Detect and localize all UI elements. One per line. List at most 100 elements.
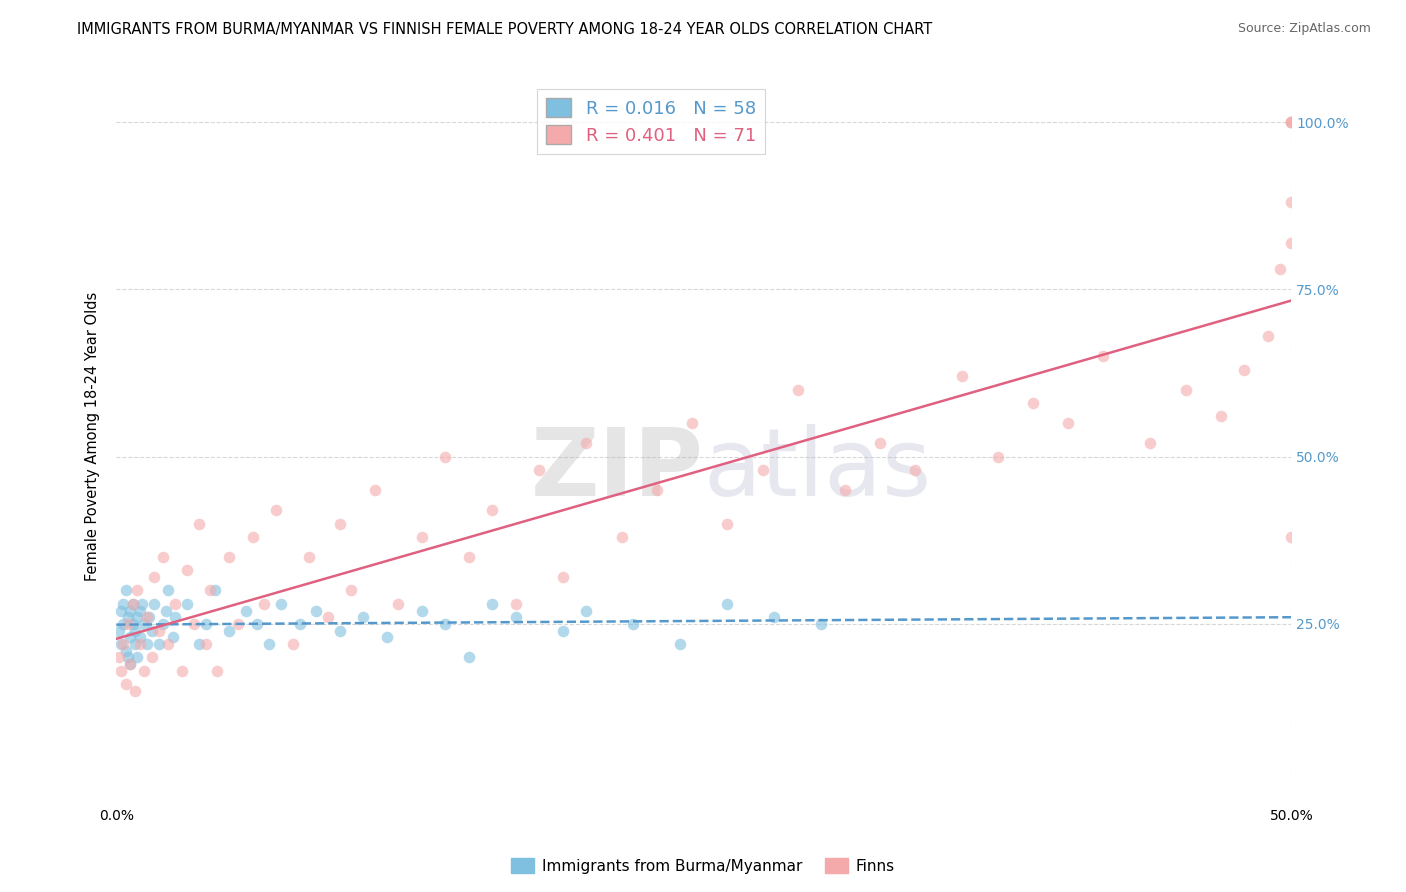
Point (904, 463, 927, 477)
Point (457, 549, 479, 564)
Point (120, 657, 142, 671)
Point (131, 597, 153, 611)
Point (141, 650, 163, 665)
Point (142, 597, 165, 611)
Text: IMMIGRANTS FROM BURMA/MYANMAR VS FINNISH FEMALE POVERTY AMONG 18-24 YEAR OLDS CO: IMMIGRANTS FROM BURMA/MYANMAR VS FINNISH… (77, 22, 932, 37)
Point (298, 549, 321, 564)
Point (135, 610, 157, 624)
Point (138, 610, 160, 624)
Point (669, 637, 692, 651)
Point (117, 616, 139, 631)
Point (411, 603, 433, 617)
Point (187, 516, 209, 531)
Point (204, 583, 226, 598)
Legend: R = 0.016   N = 58, R = 0.401   N = 71: R = 0.016 N = 58, R = 0.401 N = 71 (537, 88, 765, 153)
Point (481, 597, 503, 611)
Point (505, 610, 527, 624)
Point (148, 624, 170, 638)
Point (117, 610, 139, 624)
Point (194, 616, 217, 631)
Point (950, 369, 973, 384)
Point (786, 383, 808, 397)
Point (810, 616, 832, 631)
Point (134, 664, 156, 678)
Point (481, 503, 503, 517)
Point (434, 616, 457, 631)
Point (645, 483, 668, 497)
Point (218, 549, 240, 564)
Point (505, 597, 527, 611)
Text: ZIP: ZIP (531, 424, 704, 516)
Point (834, 483, 856, 497)
Text: atlas: atlas (704, 424, 932, 516)
Point (218, 624, 240, 638)
Point (352, 610, 374, 624)
Point (187, 637, 209, 651)
Point (305, 603, 328, 617)
Point (621, 616, 644, 631)
Point (228, 616, 250, 631)
Point (120, 630, 142, 644)
Point (1022, 396, 1045, 410)
Point (763, 610, 786, 624)
Point (375, 630, 398, 644)
Point (575, 603, 598, 617)
Point (124, 624, 146, 638)
Point (551, 570, 574, 584)
Point (716, 597, 738, 611)
Point (128, 603, 150, 617)
Point (148, 637, 170, 651)
Legend: Immigrants from Burma/Myanmar, Finns: Immigrants from Burma/Myanmar, Finns (505, 852, 901, 880)
Point (124, 637, 146, 651)
Point (142, 570, 165, 584)
Point (264, 503, 287, 517)
Point (114, 677, 136, 691)
Point (207, 664, 229, 678)
Point (156, 637, 179, 651)
Point (162, 630, 184, 644)
Point (124, 684, 146, 698)
Point (610, 530, 633, 544)
Point (1092, 349, 1115, 363)
Point (257, 637, 280, 651)
Point (253, 597, 276, 611)
Point (246, 616, 269, 631)
Point (127, 583, 149, 598)
Point (117, 650, 139, 665)
Point (163, 610, 186, 624)
Point (121, 616, 143, 631)
Point (869, 436, 891, 450)
Point (134, 616, 156, 631)
Point (110, 637, 132, 651)
Point (121, 597, 143, 611)
Point (681, 416, 703, 430)
Point (141, 624, 163, 638)
Point (364, 483, 387, 497)
Point (112, 616, 135, 631)
Point (120, 657, 142, 671)
Point (288, 616, 311, 631)
Y-axis label: Female Poverty Among 18-24 Year Olds: Female Poverty Among 18-24 Year Olds (86, 292, 100, 582)
Point (176, 563, 198, 577)
Point (328, 624, 350, 638)
Point (281, 637, 304, 651)
Point (575, 436, 598, 450)
Point (529, 463, 551, 477)
Point (235, 603, 257, 617)
Point (155, 603, 177, 617)
Point (1279, 115, 1302, 129)
Point (107, 650, 129, 665)
Point (1057, 416, 1080, 430)
Point (194, 637, 217, 651)
Point (110, 603, 132, 617)
Point (1279, 115, 1302, 129)
Text: Source: ZipAtlas.com: Source: ZipAtlas.com (1237, 22, 1371, 36)
Point (176, 597, 198, 611)
Point (1209, 409, 1232, 424)
Point (112, 637, 135, 651)
Point (270, 597, 292, 611)
Point (200, 583, 222, 598)
Point (127, 610, 149, 624)
Point (128, 637, 150, 651)
Point (156, 583, 179, 598)
